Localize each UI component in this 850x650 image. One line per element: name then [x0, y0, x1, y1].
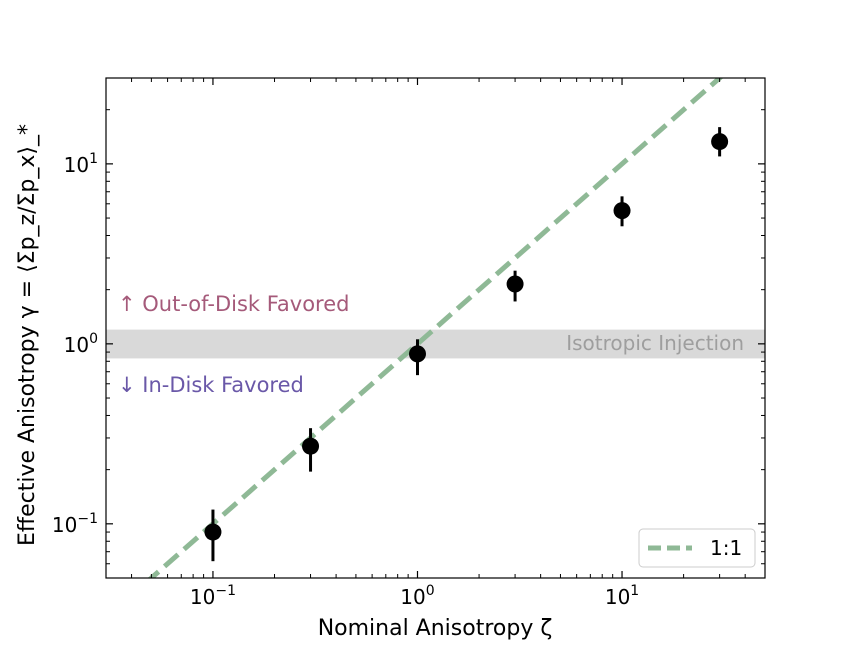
legend: 1:1: [638, 528, 756, 568]
plot-frame: [105, 77, 766, 579]
y-tick-label: 10−1: [52, 511, 98, 537]
x-axis-label: Nominal Anisotropy ζ: [318, 616, 553, 641]
band-label: Isotropic Injection: [566, 331, 744, 355]
point-marker: [711, 133, 729, 151]
data-points-layer: [204, 127, 729, 562]
point-marker: [302, 437, 320, 455]
isotropic-band: [106, 329, 765, 359]
data-point-5: [613, 196, 631, 227]
legend-entry-1to1: 1:1: [710, 536, 742, 560]
x-tick-label: 101: [605, 583, 639, 609]
data-point-4: [506, 270, 524, 302]
data-point-6: [711, 127, 729, 157]
isotropic-band-layer: [106, 329, 765, 359]
point-marker: [204, 523, 222, 541]
annotation-in-disk: ↓ In-Disk Favored: [118, 373, 304, 397]
data-point-3: [408, 339, 426, 376]
x-tick-label: 10−1: [190, 583, 236, 609]
annotation-out-of-disk: ↑ Out-of-Disk Favored: [118, 292, 349, 316]
legend-box: [638, 528, 756, 568]
axis-ticks-layer: 10−1 100 101 10−1 100 101: [52, 78, 765, 609]
reference-line-1to1: [147, 78, 724, 578]
point-marker: [408, 345, 426, 363]
point-marker: [613, 202, 631, 220]
x-tick-label: 100: [400, 583, 434, 609]
y-axis-label: Effective Anisotropy γ = ⟨Σp_z/Σp_x⟩_*: [15, 124, 40, 546]
data-point-1: [204, 509, 222, 562]
point-marker: [506, 275, 524, 293]
data-point-2: [302, 428, 320, 472]
reference-line-layer: [147, 78, 724, 578]
y-tick-label: 100: [64, 331, 98, 357]
y-tick-label: 101: [64, 151, 98, 177]
